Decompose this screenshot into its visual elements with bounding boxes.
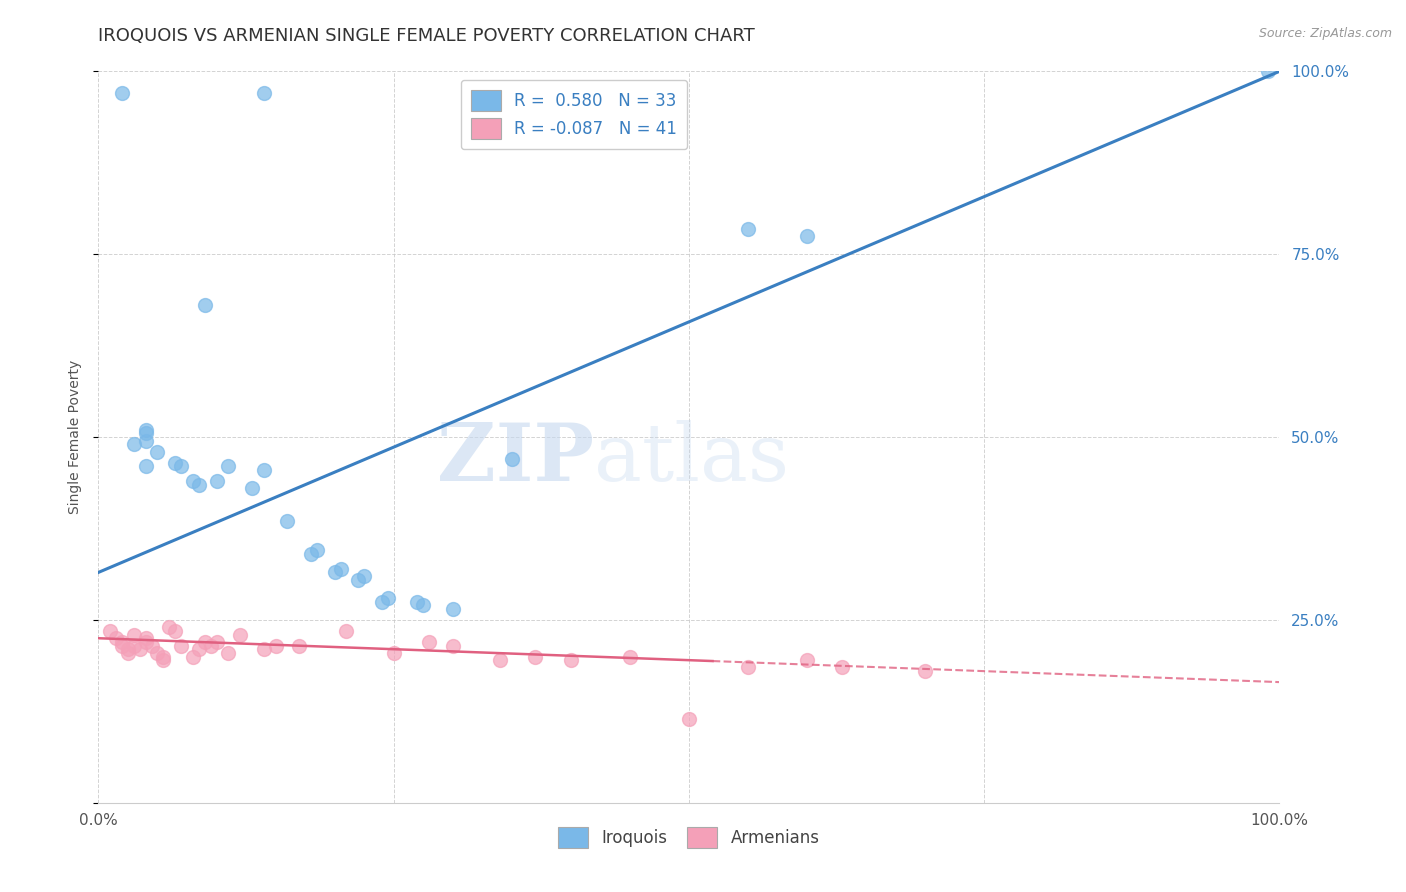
Text: IROQUOIS VS ARMENIAN SINGLE FEMALE POVERTY CORRELATION CHART: IROQUOIS VS ARMENIAN SINGLE FEMALE POVER… (98, 27, 755, 45)
Point (323, 566, 346, 580)
Point (441, 602, 464, 616)
Point (441, 639, 464, 653)
Point (412, 599, 434, 613)
Point (347, 573, 370, 587)
Point (796, 653, 818, 667)
Point (187, 477, 209, 491)
Point (299, 547, 322, 561)
Point (501, 452, 523, 467)
Point (105, 632, 128, 646)
Point (135, 434, 157, 448)
Point (217, 459, 239, 474)
Point (135, 423, 157, 437)
Point (170, 459, 193, 474)
Point (205, 635, 228, 649)
Point (264, 639, 287, 653)
Point (377, 591, 399, 605)
Point (796, 228, 818, 243)
Point (135, 632, 157, 646)
Point (253, 463, 276, 477)
Point (329, 562, 352, 576)
Point (1257, 64, 1279, 78)
Point (117, 642, 139, 657)
Point (560, 653, 582, 667)
Point (253, 642, 276, 657)
Point (288, 639, 311, 653)
Text: atlas: atlas (595, 420, 790, 498)
Point (135, 635, 157, 649)
Point (122, 437, 145, 451)
Point (205, 474, 228, 488)
Point (489, 653, 512, 667)
Point (122, 639, 145, 653)
Point (737, 221, 759, 235)
Point (187, 642, 209, 657)
Point (217, 646, 239, 660)
Point (737, 660, 759, 674)
Point (406, 594, 429, 608)
Point (914, 664, 936, 678)
Point (111, 639, 134, 653)
Point (276, 514, 298, 528)
Point (181, 649, 204, 664)
Text: ZIP: ZIP (437, 420, 595, 498)
Point (200, 639, 222, 653)
Point (135, 459, 157, 474)
Point (335, 624, 357, 638)
Text: Source: ZipAtlas.com: Source: ZipAtlas.com (1258, 27, 1392, 40)
Point (146, 646, 169, 660)
Point (382, 646, 405, 660)
Point (122, 627, 145, 641)
Point (229, 627, 252, 641)
Point (152, 649, 174, 664)
Point (146, 444, 169, 458)
Point (253, 87, 276, 101)
Y-axis label: Single Female Poverty: Single Female Poverty (69, 360, 83, 514)
Point (117, 646, 139, 660)
Point (128, 642, 150, 657)
Point (135, 426, 157, 441)
Point (524, 649, 547, 664)
Point (831, 660, 853, 674)
Point (194, 298, 217, 312)
Point (111, 87, 134, 101)
Point (98, 624, 121, 638)
Point (165, 624, 187, 638)
Point (678, 712, 700, 726)
Point (305, 543, 328, 558)
Point (181, 474, 204, 488)
Point (170, 639, 193, 653)
Point (157, 620, 180, 634)
Point (165, 456, 187, 470)
Point (619, 649, 641, 664)
Point (141, 639, 163, 653)
Legend: Iroquois, Armenians: Iroquois, Armenians (550, 819, 828, 856)
Point (240, 481, 263, 495)
Point (152, 653, 174, 667)
Point (353, 569, 375, 583)
Point (194, 635, 217, 649)
Point (418, 635, 440, 649)
Point (111, 635, 134, 649)
Point (371, 594, 394, 608)
